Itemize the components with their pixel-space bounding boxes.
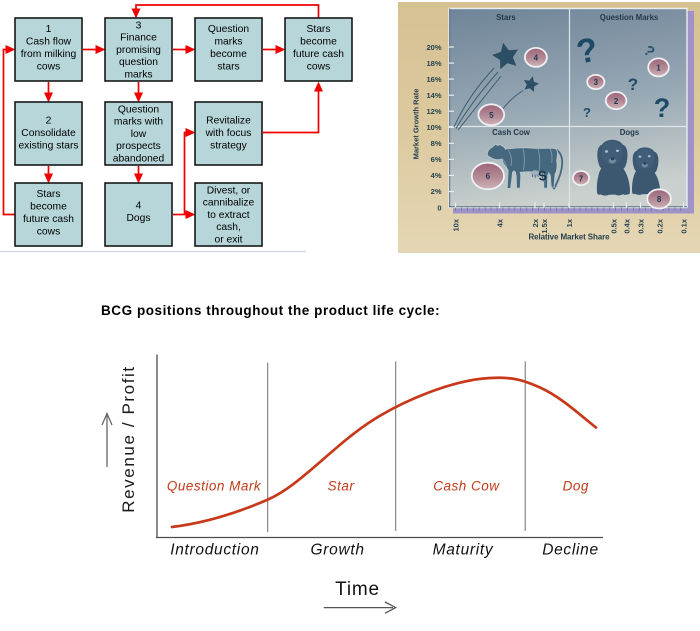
svg-text:1: 1 — [656, 64, 661, 73]
svg-text:8%: 8% — [431, 139, 442, 148]
svg-text:Growth: Growth — [311, 542, 365, 559]
svg-text:10x: 10x — [452, 218, 461, 231]
svg-text:0.4x: 0.4x — [623, 218, 632, 233]
svg-text:Cash Cow: Cash Cow — [492, 128, 531, 137]
svg-text:Question Marks: Question Marks — [600, 13, 659, 22]
svg-text:14%: 14% — [426, 91, 441, 100]
svg-text:Maturity: Maturity — [433, 542, 494, 559]
svg-text:2x: 2x — [531, 218, 540, 227]
svg-text:7: 7 — [579, 174, 584, 183]
svg-text:8: 8 — [657, 195, 662, 204]
svg-text:Decline: Decline — [542, 542, 599, 559]
svg-text:Dog: Dog — [563, 479, 589, 494]
svg-text:0.2x: 0.2x — [656, 218, 665, 233]
svg-text:Stars: Stars — [496, 13, 516, 22]
svg-text:3: 3 — [594, 78, 599, 87]
svg-text:Revenue / Profit: Revenue / Profit — [119, 365, 138, 513]
svg-text:10%: 10% — [426, 123, 441, 132]
svg-text:20%: 20% — [426, 43, 441, 52]
svg-text:?: ? — [654, 93, 671, 123]
svg-text:0.3x: 0.3x — [637, 218, 646, 233]
svg-text:6: 6 — [486, 172, 491, 181]
svg-text:1.5x: 1.5x — [540, 218, 549, 233]
svg-text:18%: 18% — [426, 59, 441, 68]
svg-text:?: ? — [583, 105, 591, 120]
svg-text:2%: 2% — [431, 187, 442, 196]
svg-text:Dogs: Dogs — [620, 128, 640, 137]
svg-text:Time: Time — [335, 579, 380, 600]
svg-text:Introduction: Introduction — [170, 542, 259, 559]
svg-text:4x: 4x — [496, 218, 505, 227]
svg-text:$: $ — [537, 167, 547, 184]
svg-text:4: 4 — [534, 53, 539, 62]
svg-text:5: 5 — [489, 111, 494, 120]
svg-text:Relative Market Share: Relative Market Share — [528, 233, 610, 242]
svg-text:0.1x: 0.1x — [680, 218, 689, 233]
svg-text:2: 2 — [614, 97, 619, 106]
svg-text:0: 0 — [437, 203, 441, 212]
svg-text:Star: Star — [328, 479, 355, 494]
svg-text:Market Growth Rate: Market Growth Rate — [412, 89, 421, 160]
svg-text:16%: 16% — [426, 75, 441, 84]
svg-text:12%: 12% — [426, 107, 441, 116]
svg-text:0.5x: 0.5x — [610, 218, 619, 233]
svg-text:4%: 4% — [431, 171, 442, 180]
svg-text:6%: 6% — [431, 155, 442, 164]
svg-text:Cash Cow: Cash Cow — [433, 479, 500, 494]
svg-text:1x: 1x — [565, 218, 574, 227]
svg-text:?: ? — [628, 75, 638, 94]
svg-text:Question Mark: Question Mark — [167, 479, 262, 494]
